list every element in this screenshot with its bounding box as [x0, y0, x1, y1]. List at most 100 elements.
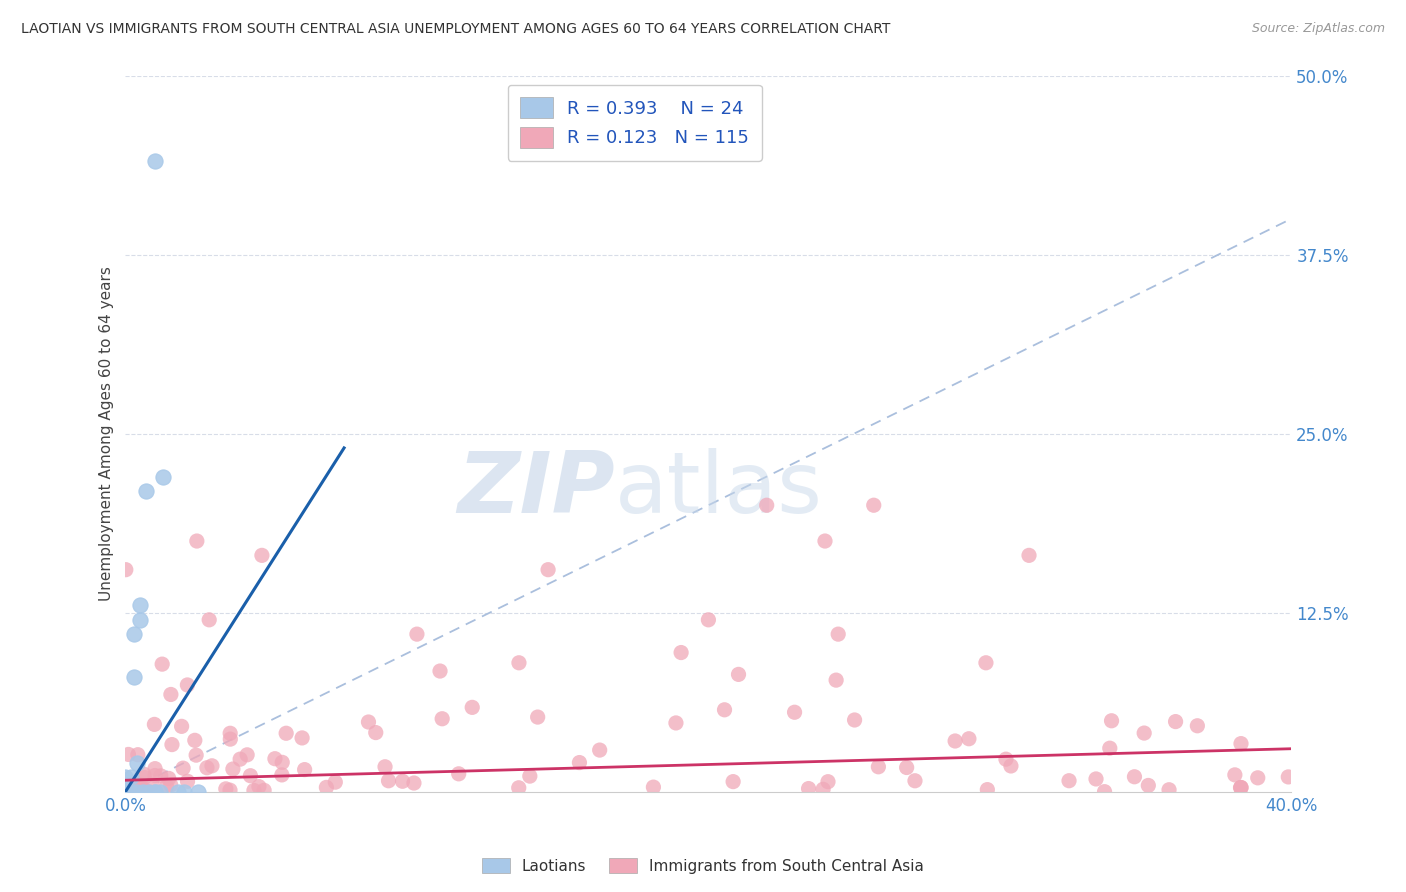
- Point: [271, 756, 294, 770]
- Point: [122, 670, 145, 684]
- Point: [236, 747, 259, 762]
- Point: [357, 714, 380, 729]
- Point: [215, 781, 238, 796]
- Point: [374, 760, 396, 774]
- Point: [143, 785, 166, 799]
- Point: [120, 770, 142, 784]
- Legend: Laotians, Immigrants from South Central Asia: Laotians, Immigrants from South Central …: [477, 852, 929, 880]
- Point: [868, 760, 890, 774]
- Point: [957, 731, 980, 746]
- Text: LAOTIAN VS IMMIGRANTS FROM SOUTH CENTRAL ASIA UNEMPLOYMENT AMONG AGES 60 TO 64 Y: LAOTIAN VS IMMIGRANTS FROM SOUTH CENTRAL…: [21, 22, 890, 37]
- Point: [239, 769, 262, 783]
- Point: [195, 761, 218, 775]
- Point: [170, 719, 193, 733]
- Point: [138, 785, 160, 799]
- Point: [152, 469, 174, 483]
- Point: [222, 762, 245, 776]
- Point: [974, 656, 997, 670]
- Point: [1187, 719, 1209, 733]
- Point: [129, 780, 152, 794]
- Point: [797, 781, 820, 796]
- Point: [811, 782, 834, 797]
- Point: [198, 613, 221, 627]
- Point: [1123, 770, 1146, 784]
- Point: [697, 613, 720, 627]
- Point: [219, 783, 242, 797]
- Point: [844, 713, 866, 727]
- Point: [253, 783, 276, 797]
- Y-axis label: Unemployment Among Ages 60 to 64 years: Unemployment Among Ages 60 to 64 years: [100, 266, 114, 601]
- Point: [315, 780, 337, 795]
- Point: [128, 778, 150, 792]
- Point: [135, 483, 157, 498]
- Point: [160, 738, 183, 752]
- Point: [120, 781, 142, 796]
- Point: [323, 775, 346, 789]
- Point: [429, 664, 451, 678]
- Point: [1230, 780, 1253, 795]
- Point: [817, 774, 839, 789]
- Point: [247, 780, 270, 794]
- Point: [943, 734, 966, 748]
- Point: [364, 725, 387, 739]
- Point: [132, 767, 155, 781]
- Point: [755, 498, 778, 512]
- Point: [1229, 780, 1251, 795]
- Point: [1164, 714, 1187, 729]
- Point: [1230, 737, 1253, 751]
- Point: [129, 613, 152, 627]
- Point: [825, 673, 848, 687]
- Point: [122, 627, 145, 641]
- Point: [461, 700, 484, 714]
- Point: [270, 768, 292, 782]
- Point: [1223, 768, 1246, 782]
- Point: [508, 656, 530, 670]
- Point: [143, 154, 166, 169]
- Point: [114, 785, 136, 799]
- Point: [114, 563, 136, 577]
- Point: [124, 783, 146, 797]
- Point: [814, 534, 837, 549]
- Point: [1098, 741, 1121, 756]
- Point: [862, 498, 884, 512]
- Point: [117, 747, 139, 762]
- Point: [114, 785, 136, 799]
- Point: [143, 717, 166, 731]
- Point: [291, 731, 314, 745]
- Point: [167, 785, 190, 799]
- Point: [1247, 771, 1270, 785]
- Point: [669, 646, 692, 660]
- Point: [114, 778, 136, 792]
- Point: [127, 785, 149, 799]
- Point: [402, 776, 425, 790]
- Point: [1101, 714, 1123, 728]
- Point: [264, 752, 287, 766]
- Point: [783, 705, 806, 719]
- Point: [143, 785, 166, 799]
- Point: [127, 756, 149, 770]
- Point: [134, 783, 156, 797]
- Point: [643, 780, 665, 794]
- Point: [537, 563, 560, 577]
- Point: [589, 743, 612, 757]
- Point: [1018, 549, 1040, 563]
- Point: [276, 726, 298, 740]
- Point: [1137, 779, 1160, 793]
- Point: [1094, 785, 1116, 799]
- Point: [1085, 772, 1108, 786]
- Point: [430, 712, 453, 726]
- Point: [201, 759, 224, 773]
- Point: [896, 760, 918, 774]
- Point: [129, 599, 152, 613]
- Point: [526, 710, 548, 724]
- Point: [1133, 726, 1156, 740]
- Point: [186, 534, 208, 549]
- Point: [149, 785, 172, 799]
- Point: [904, 773, 927, 788]
- Point: [134, 771, 156, 785]
- Point: [229, 752, 252, 766]
- Point: [157, 772, 180, 786]
- Point: [713, 703, 735, 717]
- Text: Source: ZipAtlas.com: Source: ZipAtlas.com: [1251, 22, 1385, 36]
- Point: [143, 768, 166, 782]
